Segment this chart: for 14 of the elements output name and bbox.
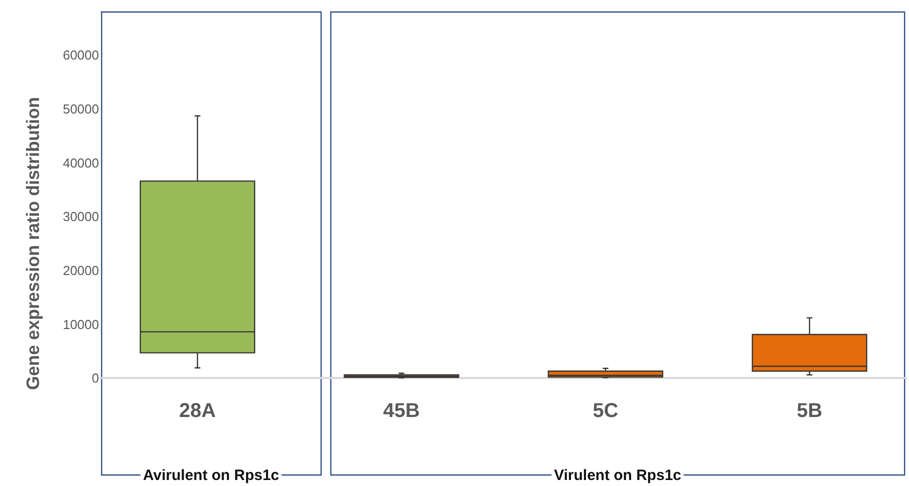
x-tick-label: 5C [592,400,618,422]
y-tick-label: 0 [92,370,99,386]
y-tick-label: 10000 [62,316,99,332]
x-tick-label: 28A [179,400,216,422]
x-tick-label: 5B [796,400,822,422]
y-axis-title: Gene expression ratio distribution [23,96,44,390]
y-tick-label: 40000 [62,155,99,170]
y-tick-label: 60000 [62,48,99,63]
annotation: Avirulent on Rps1c [143,467,280,484]
y-tick-label: 30000 [62,209,99,224]
annotation: Virulent on Rps1c [554,467,682,484]
x-tick-label: 45B [383,400,420,422]
y-tick-label: 50000 [62,101,99,116]
y-tick-label: 20000 [62,262,99,278]
